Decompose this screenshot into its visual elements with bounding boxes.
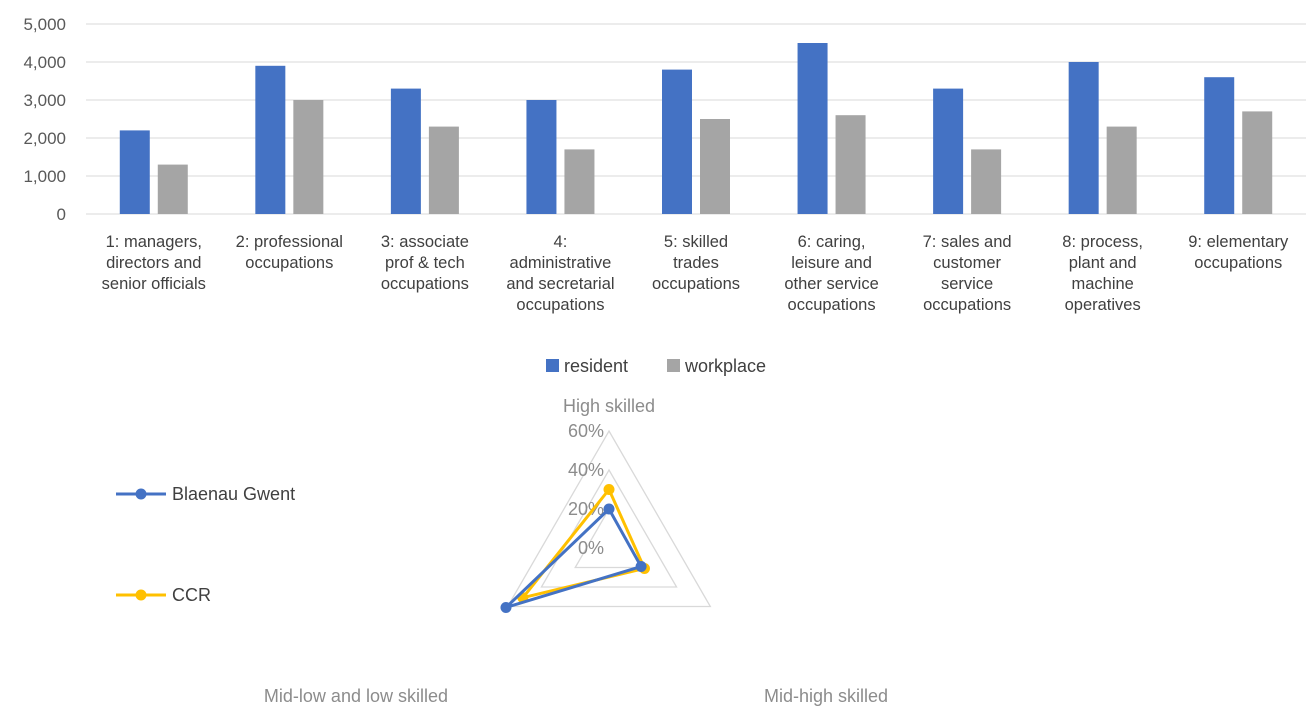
bar-resident [1204,77,1235,214]
y-tick-label: 1,000 [23,167,66,186]
bar-marks [119,43,1273,214]
radar-line-blaenau-gwent [504,507,643,609]
radar-point [500,601,512,613]
x-category-label: 5: skilled trades occupations [652,233,740,293]
radar-axis-label: Mid-high skilled [764,686,888,706]
radar-point [635,561,647,573]
bar-workplace [157,164,188,214]
radar-legend: Blaenau Gwent CCR [116,484,295,605]
radar-point [603,503,615,515]
bar-chart: 0 1,000 2,000 3,000 4,000 5,000 1: managers, d… [23,15,1306,376]
bar-workplace [293,100,324,214]
bar-workplace [971,149,1002,214]
radar-grid-ring [506,429,712,608]
x-category-label: 1: managers, directors and senior official… [102,233,206,293]
bar-legend: resident workplace [546,356,766,376]
bar-resident [1068,62,1099,214]
bar-resident [390,88,421,214]
bar-workplace [428,126,459,214]
bar-resident [119,130,150,214]
legend-label: Blaenau Gwent [172,484,295,504]
radar-point [603,484,615,495]
bar-workplace [700,119,730,214]
y-tick-label: 0 [57,205,66,224]
x-category-label: 2: professional occupations [236,233,343,272]
legend-swatch-resident [546,359,559,372]
x-category-label: 3: associate prof & tech occupations [381,233,469,293]
radar-tick-label: 20% [568,499,604,519]
legend-label-resident: resident [564,356,628,376]
radar-tick-label: 40% [568,460,604,480]
bar-resident [933,88,964,214]
x-category-label: 6: caring, leisure and other service occupa… [784,233,878,314]
bar-resident [526,100,557,214]
x-category-label: 4: administrative and secretarial occupatio… [506,233,614,314]
legend-marker [135,488,147,500]
y-tick-label: 4,000 [23,53,66,72]
bar-resident [255,65,286,214]
legend-label-workplace: workplace [684,356,766,376]
legend-marker [135,589,147,601]
bar-resident [662,69,692,214]
radar-tick-label: 60% [568,421,604,441]
legend-label: CCR [172,585,211,605]
radar-grid-ring [540,468,678,588]
radar-axis-label: High skilled [563,396,655,416]
bar-workplace [1106,126,1137,214]
x-category-label: 8: process, plant and machine operatives [1062,233,1143,314]
radar-r-axis-ticks: 0% 20% 40% 60% [568,421,604,558]
legend-swatch-workplace [667,359,680,372]
radar-axis-label: Mid-low and low skilled [264,686,448,706]
bar-workplace [835,115,866,214]
bar-y-axis-ticks: 0 1,000 2,000 3,000 4,000 5,000 [23,15,66,224]
bar-x-axis-categories: 1: managers, directors and senior official… [102,233,1289,314]
x-category-label: 7: sales and customer service occupations [923,233,1012,314]
y-tick-label: 2,000 [23,129,66,148]
radar-tick-label: 0% [578,538,604,558]
x-category-label: 9: elementary occupations [1188,233,1289,272]
bar-workplace [1242,111,1273,214]
bar-gridlines [86,23,1306,215]
y-tick-label: 5,000 [23,15,66,34]
bar-resident [797,43,828,214]
radar-series [500,484,650,613]
y-tick-label: 3,000 [23,91,66,110]
radar-axis-labels: High skilled Mid-high skilled Mid-low and … [264,396,888,706]
bar-workplace [564,149,595,214]
radar-chart: 0% 20% 40% 60% High skilled Mid-high skilled… [116,396,888,706]
